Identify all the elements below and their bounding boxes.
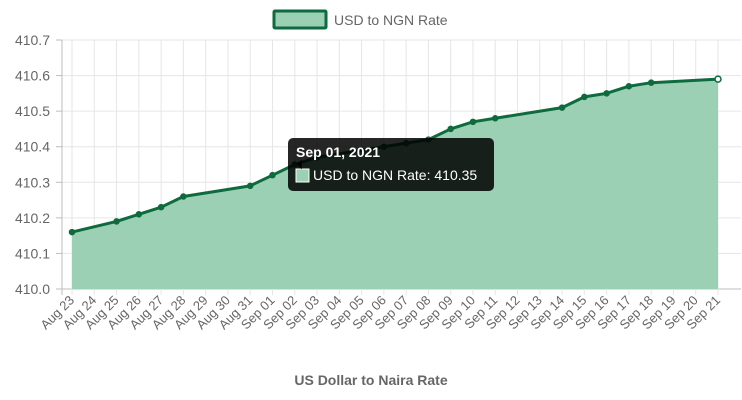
tooltip-label: USD to NGN Rate: 410.35 — [313, 167, 477, 183]
tooltip-caret — [296, 159, 302, 170]
y-tick-label: 410.6 — [15, 68, 50, 84]
data-point[interactable] — [180, 193, 187, 200]
y-tick-label: 410.5 — [15, 103, 50, 119]
y-tick-label: 410.3 — [15, 174, 50, 190]
tooltip-swatch — [295, 168, 310, 183]
data-point[interactable] — [558, 104, 566, 111]
data-point[interactable] — [269, 171, 276, 179]
y-tick-label: 410.4 — [15, 139, 50, 155]
data-point[interactable] — [581, 93, 588, 101]
data-point[interactable] — [469, 118, 477, 126]
data-point[interactable] — [714, 75, 722, 83]
data-point[interactable] — [113, 218, 120, 225]
legend-label[interactable]: USD to NGN Rate — [334, 12, 448, 28]
data-point[interactable] — [135, 211, 143, 218]
legend[interactable]: USD to NGN Rate — [272, 9, 448, 30]
data-point[interactable] — [447, 125, 454, 133]
data-point[interactable] — [603, 90, 610, 97]
data-point[interactable] — [491, 115, 499, 122]
y-tick-label: 410.2 — [15, 210, 50, 226]
y-tick-label: 410.1 — [15, 245, 50, 261]
y-axis: 410.0 410.1 410.2 410.3 410.4 410.5 410.6 410.7 — [15, 32, 50, 297]
y-tick-label: 410.0 — [15, 281, 50, 297]
tooltip-box — [288, 138, 494, 191]
data-point[interactable] — [68, 228, 76, 236]
tooltip: Sep 01, 2021 USD to NGN Rate: 410.35 — [288, 138, 494, 191]
data-point[interactable] — [647, 79, 655, 86]
data-point[interactable] — [625, 82, 633, 90]
data-point[interactable] — [246, 182, 254, 190]
legend-swatch[interactable] — [272, 9, 328, 30]
y-tick-label: 410.7 — [15, 32, 50, 48]
data-point[interactable] — [157, 203, 165, 211]
x-axis-title: US Dollar to Naira Rate — [294, 372, 447, 388]
tooltip-title: Sep 01, 2021 — [296, 144, 380, 160]
